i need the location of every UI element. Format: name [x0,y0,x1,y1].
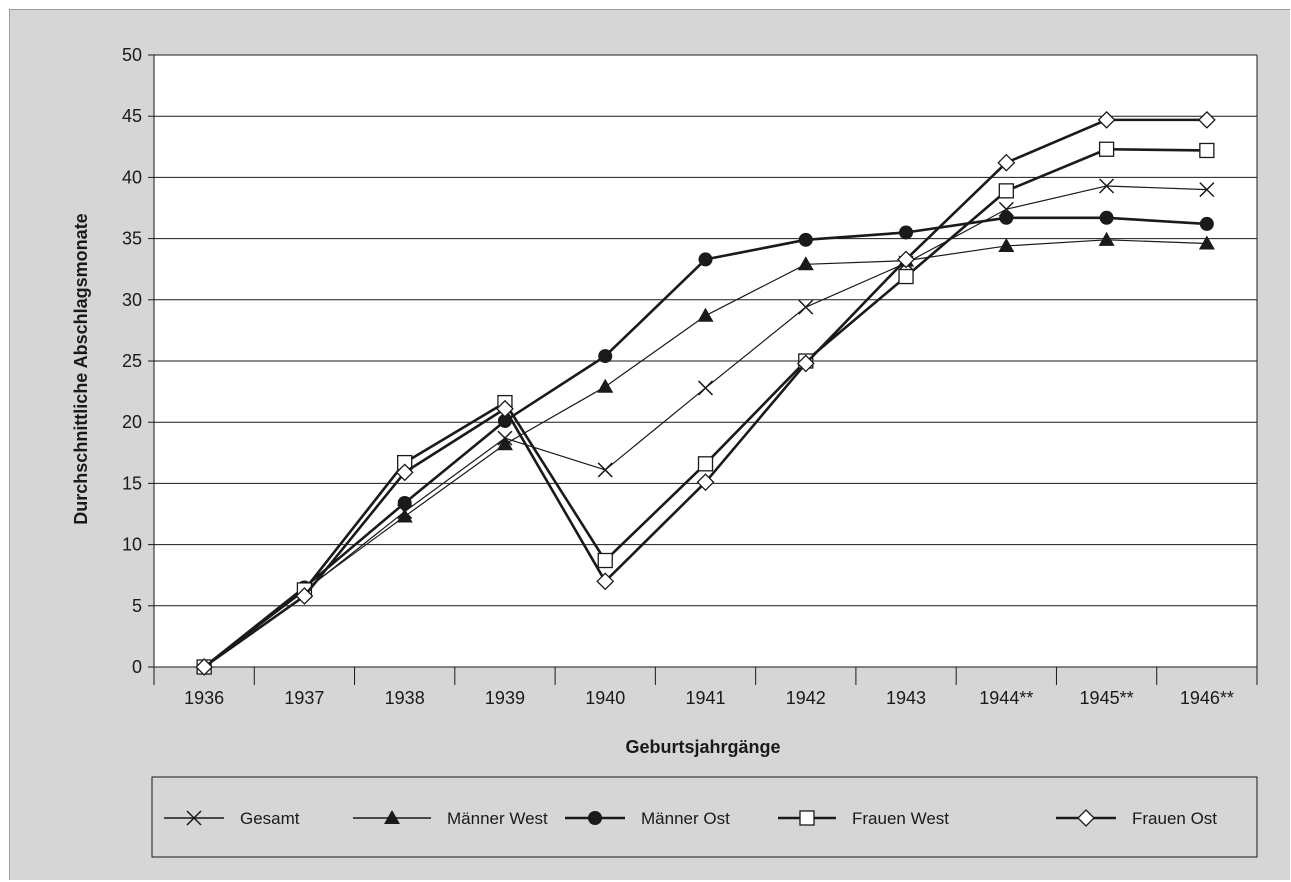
legend-item-frauen-ost: Frauen Ost [1056,809,1217,828]
y-tick-label: 30 [122,290,142,310]
chart-frame: 0 5 10 15 20 25 30 35 40 45 50 1936 1937 1938 1939 194… [9,9,1290,880]
y-tick-label: 50 [122,45,142,65]
legend-item-m-nner-west: Männer West [353,809,548,828]
data-point [696,473,715,492]
y-tick-label: 15 [122,473,142,493]
legend-marker [384,810,400,824]
data-point [1098,231,1115,246]
data-point [1198,235,1215,250]
data-point [697,380,714,396]
series-frauen-west [196,141,1215,675]
data-point [897,250,915,269]
data-point [999,210,1014,225]
legend-item-gesamt: Gesamt [164,809,300,828]
data-point [497,413,512,428]
line-chart: 0 5 10 15 20 25 30 35 40 45 50 1936 1937 1938 1939 194… [71,45,1258,858]
data-point [797,256,814,271]
x-tick-label: 1941 [685,688,725,708]
legend-marker [1077,809,1095,827]
data-point [697,307,714,322]
x-axis-title: Geburtsjahrgänge [625,737,780,757]
data-point [395,463,414,482]
y-tick-label: 0 [132,657,142,677]
y-tick-label: 45 [122,106,142,126]
data-point [798,299,814,315]
y-tick-label: 20 [122,412,142,432]
data-point [195,658,214,676]
data-point [496,399,514,418]
x-tick-label: 1944** [979,688,1033,708]
legend-item-frauen-west: Frauen West [778,809,949,828]
x-tick-label: 1946** [1180,688,1234,708]
legend-label: Männer West [447,809,548,828]
data-point [998,183,1014,199]
data-point [997,153,1016,172]
y-tick-label: 25 [122,351,142,371]
data-point [1199,216,1214,231]
series-frauen-ost [195,110,1216,676]
data-point [496,436,513,451]
legend-marker [186,810,202,826]
y-tick-label: 40 [122,167,142,187]
data-point [396,508,413,523]
x-tick-label: 1945** [1080,688,1134,708]
data-point [597,462,613,478]
data-point [397,495,412,510]
data-point [1197,110,1216,129]
data-point [1099,178,1115,194]
legend-label: Gesamt [240,809,300,828]
x-tick-label: 1937 [284,688,324,708]
data-point [998,237,1015,252]
data-point [596,572,615,591]
legend-marker [588,811,602,825]
data-point [1097,110,1116,129]
x-tick-label: 1943 [886,688,926,708]
y-axis-title: Durchschnittliche Abschlagsmonate [71,213,91,524]
data-point [1199,142,1215,159]
legend-label: Frauen Ost [1132,809,1217,828]
data-point [899,225,914,240]
data-point [598,349,613,364]
legend-label: Männer Ost [641,809,730,828]
data-point [798,232,813,247]
x-tick-label: 1936 [184,688,224,708]
x-tick-label: 1938 [385,688,425,708]
x-tick-label: 1940 [585,688,625,708]
legend-label: Frauen West [852,809,949,828]
legend-marker [799,810,815,826]
data-point [698,252,713,267]
y-tick-label: 5 [132,596,142,616]
data-point [597,378,614,393]
legend-item-m-nner-ost: Männer Ost [565,809,730,828]
data-point [1099,210,1114,225]
y-tick-label: 35 [122,229,142,249]
data-point [597,552,613,569]
data-point [796,354,815,373]
x-tick-label: 1942 [786,688,826,708]
x-tick-label: 1939 [485,688,525,708]
data-point [1199,182,1215,198]
y-tick-label: 10 [122,535,142,555]
data-point [295,587,314,605]
data-point [697,456,714,472]
data-point [898,268,914,285]
data-point [1098,141,1115,157]
